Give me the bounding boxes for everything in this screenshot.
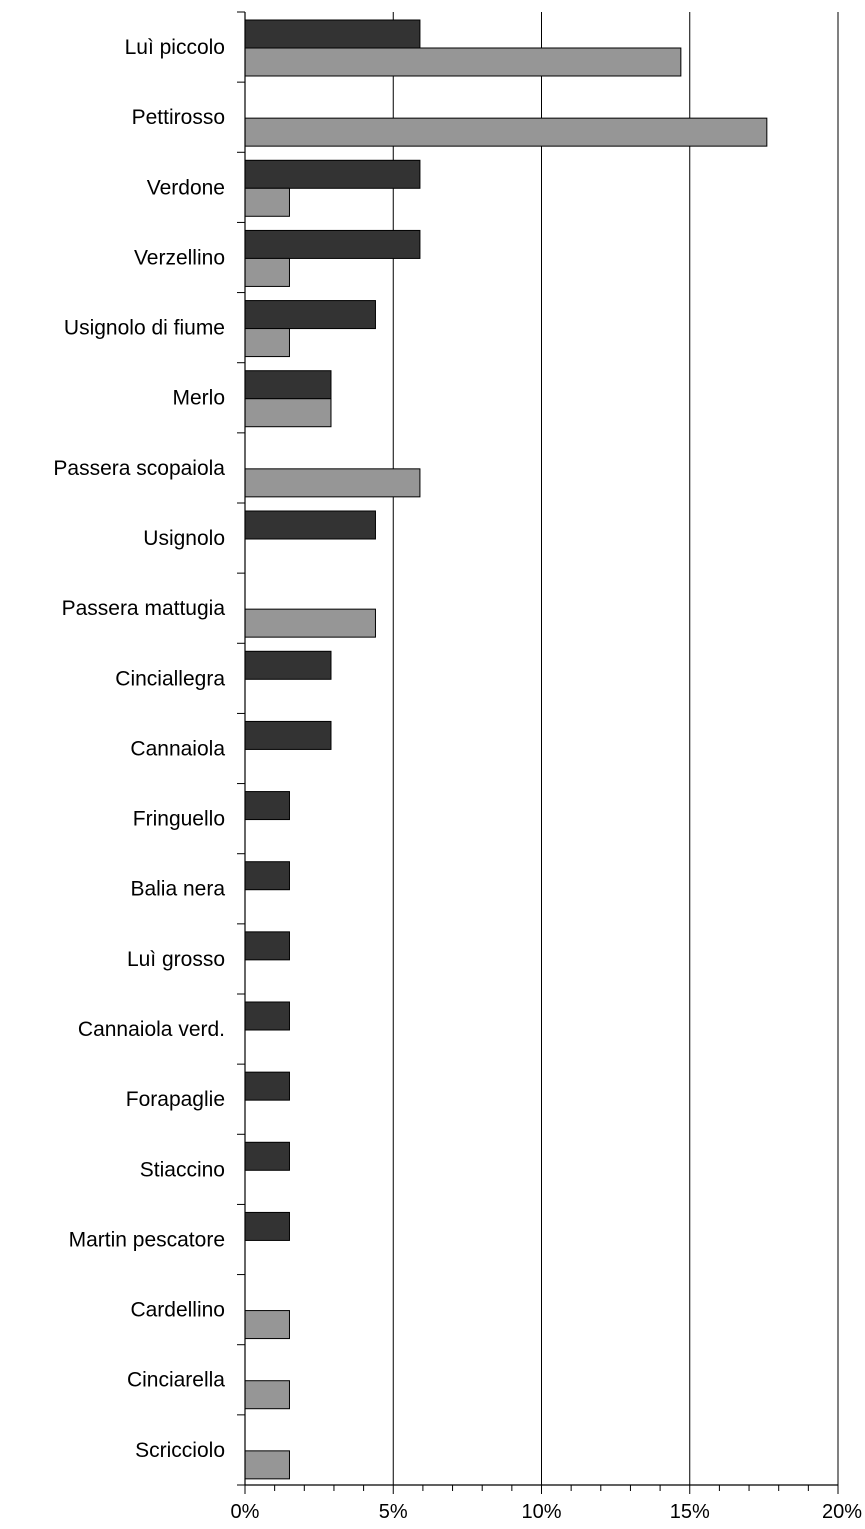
category-label: Cannaiola verd. — [78, 1018, 225, 1041]
bar-series-1 — [245, 1142, 289, 1170]
category-label: Fringuello — [133, 808, 225, 831]
category-label: Verdone — [147, 176, 225, 199]
bar-series-2 — [245, 1451, 289, 1479]
x-tick-label: 15% — [670, 1501, 710, 1523]
x-tick-label: 0% — [231, 1501, 260, 1523]
bar-series-2 — [245, 48, 681, 76]
category-label: Luì piccolo — [125, 36, 225, 59]
bar-series-2 — [245, 399, 331, 427]
bar-series-1 — [245, 371, 331, 399]
bar-series-1 — [245, 1002, 289, 1030]
bar-series-2 — [245, 1381, 289, 1409]
bar-series-1 — [245, 651, 331, 679]
bar-series-1 — [245, 511, 375, 539]
category-label: Martin pescatore — [69, 1228, 225, 1251]
bar-series-2 — [245, 258, 289, 286]
gridlines — [393, 12, 838, 1485]
bar-series-1 — [245, 230, 420, 258]
category-label: Verzellino — [134, 246, 225, 269]
bar-series-1 — [245, 792, 289, 820]
bar-series-2 — [245, 1311, 289, 1339]
bar-series-2 — [245, 118, 767, 146]
bar-series-1 — [245, 301, 375, 329]
category-label: Stiaccino — [140, 1158, 225, 1181]
category-label: Balia nera — [130, 878, 225, 901]
category-label: Cannaiola — [130, 737, 225, 760]
bar-series-2 — [245, 469, 420, 497]
bar-series-2 — [245, 188, 289, 216]
bars — [245, 20, 767, 1479]
category-label: Scricciolo — [135, 1439, 225, 1462]
bar-series-2 — [245, 609, 375, 637]
bar-series-1 — [245, 721, 331, 749]
bar-series-1 — [245, 862, 289, 890]
bar-series-1 — [245, 932, 289, 960]
bar-series-1 — [245, 1212, 289, 1240]
category-label: Merlo — [172, 387, 225, 410]
category-label: Forapaglie — [126, 1088, 225, 1111]
category-label: Cinciallegra — [115, 667, 225, 690]
category-label: Passera scopaiola — [53, 457, 225, 480]
bar-series-2 — [245, 329, 289, 357]
bar-series-1 — [245, 160, 420, 188]
category-labels: Luì piccolo Pettirosso Verdone Verzellino Us… — [53, 36, 225, 1462]
category-label: Usignolo di fiume — [64, 317, 225, 340]
x-tick-label: 10% — [521, 1501, 561, 1523]
category-label: Luì grosso — [127, 948, 225, 971]
category-label: Cinciarella — [127, 1369, 225, 1392]
x-tick-label: 5% — [379, 1501, 408, 1523]
category-label: Cardellino — [130, 1299, 225, 1322]
category-label: Usignolo — [143, 527, 225, 550]
x-tick-labels: 0% 5% 10% 15% 20% — [231, 1501, 863, 1523]
bar-series-1 — [245, 1072, 289, 1100]
category-label: Pettirosso — [132, 106, 225, 129]
x-tick-label: 20% — [822, 1501, 862, 1523]
bar-series-1 — [245, 20, 420, 48]
category-label: Passera mattugia — [62, 597, 226, 620]
